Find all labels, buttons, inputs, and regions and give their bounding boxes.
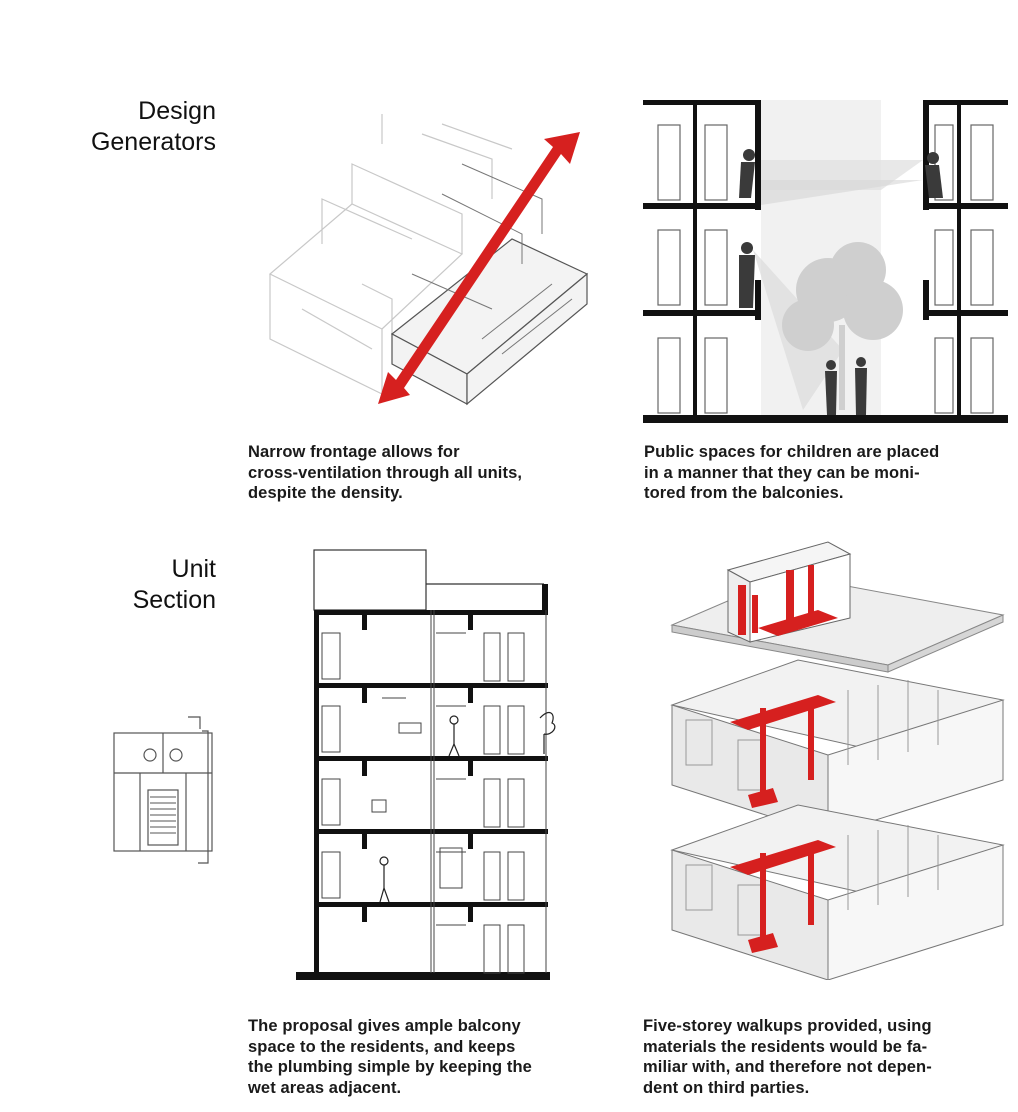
unit-floor-plan <box>113 716 213 864</box>
exploded-floors-diagram <box>670 541 1005 980</box>
heading-unit-section: Unit Section <box>132 555 216 614</box>
caption-public-spaces: Public spaces for children are placed in… <box>644 443 940 502</box>
ventilation-arrow-icon <box>378 132 580 404</box>
building-section-drawing <box>296 549 556 980</box>
balcony-surveillance-diagram <box>643 100 1008 425</box>
caption-walkups: Five-storey walkups provided, using mate… <box>643 1017 932 1097</box>
caption-balcony: The proposal gives ample balcony space t… <box>248 1017 532 1097</box>
caption-frontage: Narrow frontage allows for cross-ventila… <box>248 443 523 502</box>
axonometric-ventilation-diagram <box>268 114 589 406</box>
heading-design-generators: Design Generators <box>90 97 216 156</box>
